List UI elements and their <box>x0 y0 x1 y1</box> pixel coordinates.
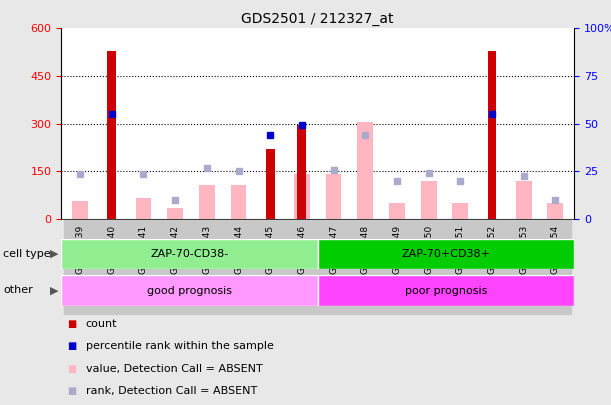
Bar <box>298 125 306 219</box>
Bar <box>136 198 152 219</box>
Bar <box>540 219 571 314</box>
Bar <box>421 181 436 219</box>
Bar <box>476 219 508 314</box>
Bar <box>199 185 214 219</box>
Bar <box>64 219 96 314</box>
Bar <box>444 219 476 314</box>
Text: other: other <box>3 286 33 295</box>
Bar <box>349 219 381 314</box>
Bar <box>294 174 310 219</box>
Bar <box>96 219 128 314</box>
Bar <box>230 185 246 219</box>
Bar <box>222 219 254 314</box>
Bar <box>452 203 468 219</box>
Text: good prognosis: good prognosis <box>147 286 232 296</box>
Bar <box>488 51 496 219</box>
Bar <box>108 51 116 219</box>
Text: count: count <box>86 319 117 329</box>
Bar <box>318 239 574 269</box>
Bar <box>61 239 318 269</box>
Text: ZAP-70-CD38-: ZAP-70-CD38- <box>150 249 229 259</box>
Bar <box>61 275 318 306</box>
Bar <box>167 208 183 219</box>
Text: ■: ■ <box>67 386 76 396</box>
Bar <box>413 219 444 314</box>
Text: ZAP-70+CD38+: ZAP-70+CD38+ <box>401 249 491 259</box>
Bar <box>191 219 222 314</box>
Bar <box>508 219 540 314</box>
Bar <box>516 181 532 219</box>
Text: percentile rank within the sample: percentile rank within the sample <box>86 341 273 351</box>
Bar <box>357 122 373 219</box>
Text: ■: ■ <box>67 341 76 351</box>
Bar <box>254 219 286 314</box>
Text: ■: ■ <box>67 364 76 373</box>
Text: ■: ■ <box>67 319 76 329</box>
Text: ▶: ▶ <box>49 286 58 295</box>
Bar <box>128 219 159 314</box>
Bar <box>159 219 191 314</box>
Bar <box>266 149 274 219</box>
Bar <box>326 174 342 219</box>
Text: cell type: cell type <box>3 249 51 259</box>
Text: value, Detection Call = ABSENT: value, Detection Call = ABSENT <box>86 364 262 373</box>
Bar <box>381 219 413 314</box>
Bar <box>286 219 318 314</box>
Title: GDS2501 / 212327_at: GDS2501 / 212327_at <box>241 12 394 26</box>
Bar <box>318 275 574 306</box>
Bar <box>318 219 349 314</box>
Bar <box>72 201 88 219</box>
Bar <box>547 203 563 219</box>
Bar <box>389 203 405 219</box>
Text: ▶: ▶ <box>49 249 58 259</box>
Text: poor prognosis: poor prognosis <box>405 286 487 296</box>
Text: rank, Detection Call = ABSENT: rank, Detection Call = ABSENT <box>86 386 257 396</box>
